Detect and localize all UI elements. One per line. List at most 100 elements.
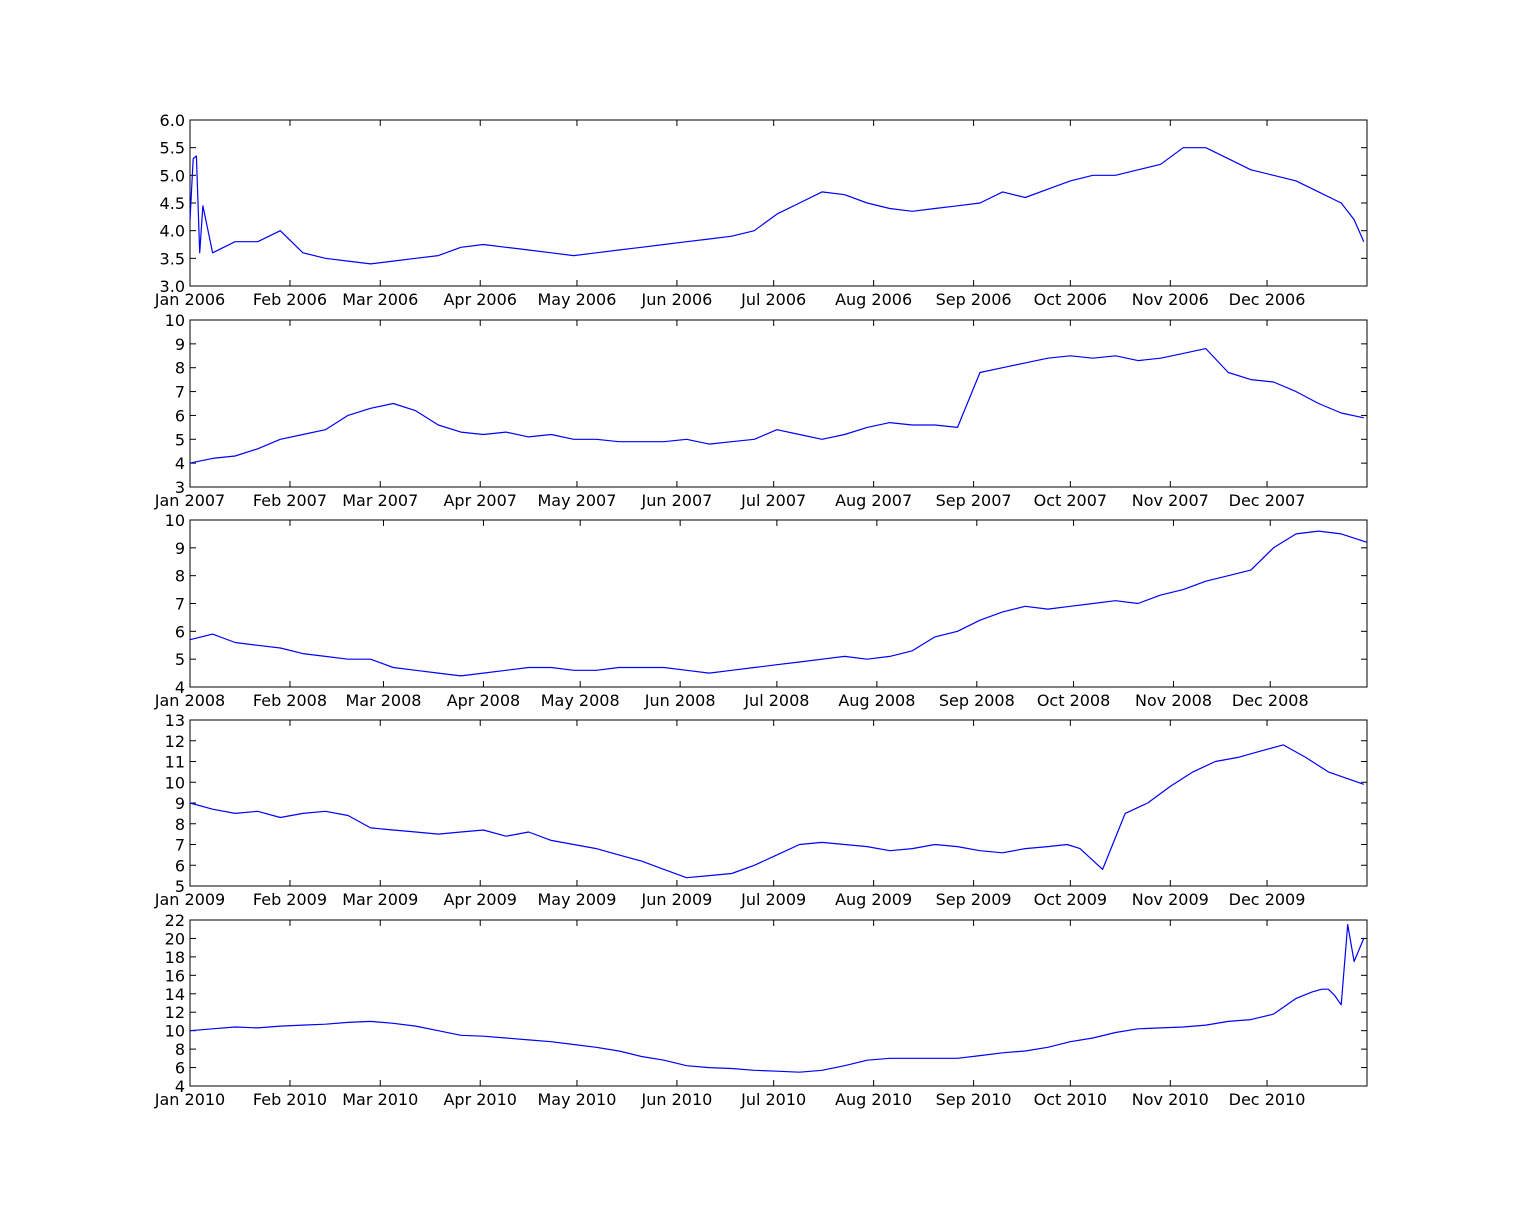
x-tick-label: Jan 2007 (154, 491, 225, 510)
x-tick-label: Feb 2009 (253, 890, 327, 909)
x-tick-label: Jan 2006 (154, 290, 225, 309)
x-tick-label: Oct 2006 (1034, 290, 1107, 309)
x-tick-label: Aug 2008 (838, 691, 915, 710)
x-tick-label: Nov 2010 (1132, 1090, 1209, 1109)
y-tick-label: 5 (175, 430, 185, 449)
y-tick-label: 7 (175, 383, 185, 402)
x-tick-label: Mar 2010 (342, 1090, 418, 1109)
panel-1: 3.0 3.5 4.0 4.5 5.0 5.5 6.0 Jan 2006 Feb 2006 Mar… (154, 111, 1368, 309)
x-tick-label: Dec 2010 (1229, 1090, 1306, 1109)
y-tick-label: 5 (175, 877, 185, 896)
y-tick-label: 9 (175, 794, 185, 813)
axes-frame (189, 519, 1368, 688)
y-tick-label: 16 (165, 966, 185, 985)
y-tick-label: 12 (165, 1003, 185, 1022)
x-tick-label: Apr 2008 (447, 691, 520, 710)
x-tick-label: Apr 2007 (443, 491, 516, 510)
x-tick-label: Oct 2009 (1034, 890, 1107, 909)
x-tick-label: Jun 2007 (641, 491, 713, 510)
y-tick-label: 4 (175, 678, 185, 697)
x-tick-label: Feb 2010 (253, 1090, 327, 1109)
y-tick-label: 7 (175, 836, 185, 855)
y-tick-label: 5 (175, 650, 185, 669)
x-tick-label: Dec 2007 (1229, 491, 1306, 510)
y-tick-label: 5.5 (160, 139, 185, 158)
series-line (189, 147, 1365, 265)
y-tick-label: 6 (175, 406, 185, 425)
y-tick-label: 11 (165, 753, 185, 772)
x-tick-label: Dec 2006 (1229, 290, 1306, 309)
y-tick-label: 3.0 (160, 277, 185, 296)
y-tick-label: 3.5 (160, 249, 185, 268)
x-tick-label: May 2009 (538, 890, 617, 909)
y-tick-label: 8 (175, 359, 185, 378)
x-tick-label: Jul 2008 (743, 691, 809, 710)
x-tick-label: May 2008 (541, 691, 620, 710)
y-tick-label: 6 (175, 622, 185, 641)
y-tick-label: 22 (165, 911, 185, 930)
panel-3: 4 5 6 7 8 9 10 Jan 2008 Feb 2008 Mar 2008 Apr 2008… (154, 511, 1368, 710)
y-tick-label: 4 (175, 1077, 185, 1096)
y-tick-label: 4.0 (160, 222, 185, 241)
x-tick-label: Sep 2008 (939, 691, 1015, 710)
x-tick-label: Sep 2006 (936, 290, 1012, 309)
x-tick-label: May 2007 (538, 491, 617, 510)
x-tick-label: Aug 2007 (835, 491, 912, 510)
series-line (189, 530, 1368, 677)
axes-frame (189, 919, 1368, 1087)
y-tick-label: 6 (175, 856, 185, 875)
x-tick-label: Feb 2007 (253, 491, 327, 510)
x-tick-label: Nov 2009 (1132, 890, 1209, 909)
y-tick-label: 7 (175, 595, 185, 614)
y-tick-label: 10 (165, 1022, 185, 1041)
x-tick-label: Jul 2007 (740, 491, 806, 510)
y-tick-label: 20 (165, 929, 185, 948)
x-tick-label: Feb 2006 (253, 290, 327, 309)
x-tick-label: Jul 2009 (740, 890, 806, 909)
x-tick-label: Apr 2006 (443, 290, 516, 309)
x-tick-label: Mar 2006 (342, 290, 418, 309)
y-tick-label: 5.0 (160, 166, 185, 185)
axes-frame (189, 719, 1368, 887)
y-tick-label: 18 (165, 948, 185, 967)
x-tick-label: Feb 2008 (253, 691, 327, 710)
panel-2: 3 4 5 6 7 8 9 10 Jan 2007 Feb 2007 Mar 2007 Apr 200… (154, 311, 1368, 510)
x-tick-label: Mar 2009 (342, 890, 418, 909)
x-tick-label: Dec 2008 (1232, 691, 1309, 710)
series-line (189, 744, 1364, 879)
y-tick-label: 4.5 (160, 194, 185, 213)
y-tick-label: 8 (175, 1040, 185, 1059)
x-tick-label: Jun 2009 (641, 890, 713, 909)
x-tick-label: Sep 2007 (936, 491, 1012, 510)
series-line (189, 348, 1364, 464)
y-tick-label: 6.0 (160, 111, 185, 130)
y-tick-label: 10 (165, 773, 185, 792)
x-tick-label: Oct 2008 (1037, 691, 1110, 710)
x-tick-label: Apr 2010 (443, 1090, 516, 1109)
x-tick-label: Jul 2006 (740, 290, 806, 309)
x-tick-label: May 2006 (538, 290, 617, 309)
x-tick-label: Mar 2007 (342, 491, 418, 510)
x-tick-label: May 2010 (538, 1090, 617, 1109)
axes-frame (189, 119, 1368, 287)
axes-frame (189, 319, 1368, 488)
x-tick-label: Apr 2009 (443, 890, 516, 909)
y-tick-label: 8 (175, 567, 185, 586)
y-tick-label: 4 (175, 454, 185, 473)
y-tick-label: 3 (175, 478, 185, 497)
x-tick-label: Jun 2010 (641, 1090, 713, 1109)
x-tick-label: Jan 2009 (154, 890, 225, 909)
x-tick-label: Dec 2009 (1229, 890, 1306, 909)
y-tick-label: 13 (165, 711, 185, 730)
x-tick-label: Sep 2010 (936, 1090, 1012, 1109)
y-tick-label: 12 (165, 732, 185, 751)
y-tick-label: 6 (175, 1059, 185, 1078)
x-tick-label: Aug 2006 (835, 290, 912, 309)
x-tick-label: Jan 2010 (154, 1090, 225, 1109)
x-tick-label: Jul 2010 (740, 1090, 806, 1109)
x-tick-label: Oct 2010 (1034, 1090, 1107, 1109)
